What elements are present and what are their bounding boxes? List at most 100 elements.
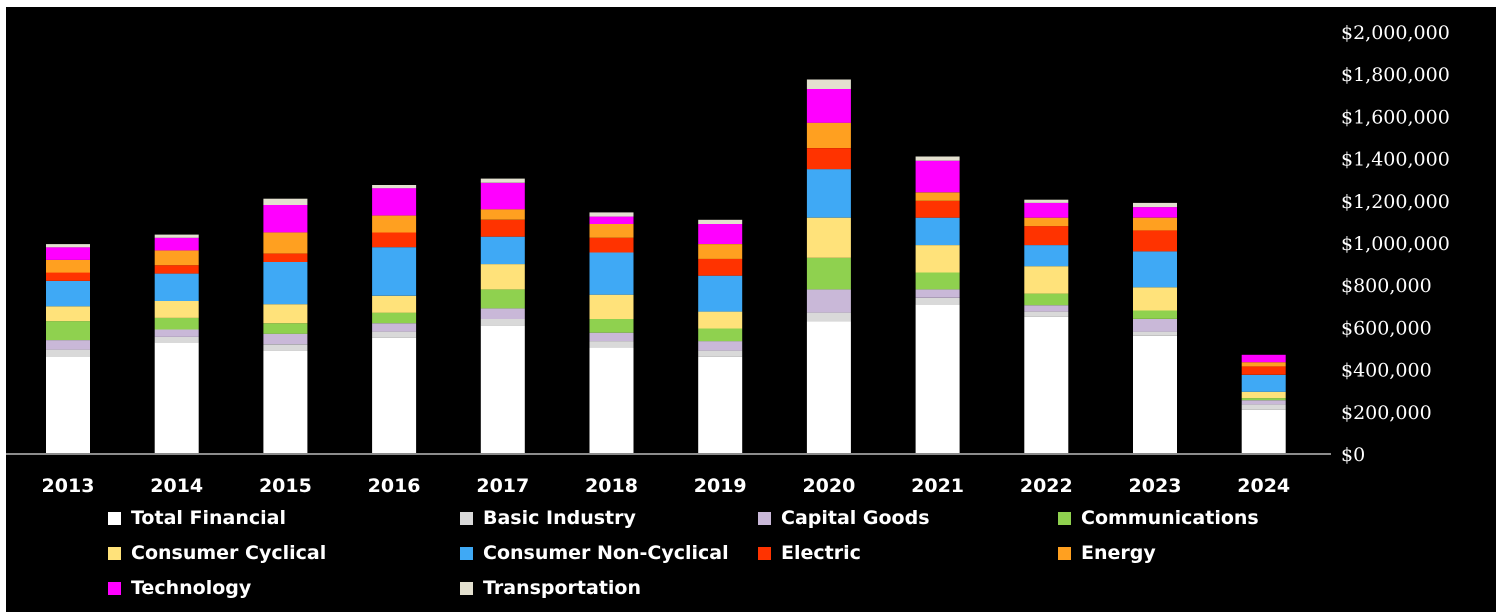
legend-item: Energy	[1058, 542, 1156, 564]
bar-segment-2021-energy	[915, 192, 960, 201]
bar-segment-2022-energy	[1024, 217, 1069, 227]
bar-segment-2020-capital-goods	[806, 289, 851, 313]
legend-label: Transportation	[483, 577, 642, 599]
bar-segment-2016-basic-industry	[372, 331, 417, 338]
bar-segment-2023-total-financial	[1133, 335, 1177, 454]
bar-segment-2013-communications	[46, 321, 90, 341]
bar-segment-2020-total-financial	[806, 321, 851, 454]
bar-segment-2023-consumer-non-cyclical	[1133, 251, 1177, 288]
bar-segment-2021-consumer-non-cyclical	[915, 217, 960, 246]
legend-swatch	[460, 546, 473, 560]
bar-segment-2016-consumer-non-cyclical	[372, 247, 417, 296]
bar-segment-2017-total-financial	[480, 325, 525, 454]
bars-group	[46, 79, 1286, 454]
bar-segment-2024-electric	[1241, 366, 1286, 375]
bar-segment-2013-basic-industry	[46, 349, 90, 357]
bar-segment-2024-consumer-non-cyclical	[1241, 374, 1286, 392]
bar-segment-2013-electric	[46, 272, 90, 281]
legend-swatch	[1058, 546, 1071, 560]
bar-segment-2024-energy	[1241, 362, 1286, 367]
bar-segment-2021-basic-industry	[915, 297, 960, 305]
y-tick-label: $1,800,000	[1341, 64, 1450, 86]
bar-segment-2018-basic-industry	[589, 341, 634, 348]
legend-label: Technology	[131, 577, 252, 599]
legend-label: Electric	[781, 542, 861, 564]
y-tick-label: $0	[1341, 444, 1365, 466]
bar-segment-2017-capital-goods	[480, 308, 525, 319]
bar-segment-2017-energy	[480, 209, 525, 220]
x-tick-label: 2018	[585, 475, 638, 497]
bar-segment-2023-capital-goods	[1133, 319, 1177, 332]
legend-item: Communications	[1058, 507, 1259, 529]
legend-swatch	[758, 546, 771, 560]
stacked-bar-chart: 2013 2014 2015 2016 2017 2018 2019 2020 2021 2022…	[6, 22, 1450, 497]
bar-segment-2016-total-financial	[372, 337, 417, 454]
bar-segment-2020-energy	[806, 122, 851, 148]
bar-segment-2015-basic-industry	[263, 344, 308, 351]
legend-swatch	[1058, 511, 1071, 525]
legend-label: Basic Industry	[483, 507, 636, 529]
legend-item: Basic Industry	[460, 507, 636, 529]
bar-segment-2016-consumer-cyclical	[372, 295, 417, 313]
bar-segment-2022-transportation	[1024, 199, 1069, 203]
bar-segment-2023-electric	[1133, 230, 1177, 252]
bar-segment-2015-capital-goods	[263, 333, 308, 345]
legend-label: Consumer Cyclical	[131, 542, 327, 564]
bar-segment-2016-energy	[372, 215, 417, 233]
bar-segment-2023-transportation	[1133, 202, 1177, 208]
bar-segment-2018-energy	[589, 224, 634, 238]
bar-segment-2020-electric	[806, 148, 851, 170]
bar-segment-2021-consumer-cyclical	[915, 245, 960, 273]
bar-segment-2023-communications	[1133, 310, 1177, 319]
bar-segment-2017-basic-industry	[480, 319, 525, 326]
legend-item: Consumer Non-Cyclical	[460, 542, 729, 564]
bar-segment-2014-consumer-non-cyclical	[154, 273, 199, 301]
bar-segment-2015-electric	[263, 253, 308, 262]
legend-label: Communications	[1081, 507, 1259, 529]
y-tick-labels: $0 $200,000 $400,000 $600,000 $800,000 $1,000…	[1341, 22, 1450, 466]
x-tick-label: 2021	[911, 475, 964, 497]
bar-segment-2016-electric	[372, 232, 417, 248]
bar-segment-2017-transportation	[480, 178, 525, 183]
bar-segment-2024-capital-goods	[1241, 400, 1286, 405]
bar-segment-2015-energy	[263, 232, 308, 254]
bar-segment-2021-electric	[915, 200, 960, 218]
bar-segment-2014-capital-goods	[154, 329, 199, 337]
bar-segment-2018-technology	[589, 216, 634, 224]
bar-segment-2022-total-financial	[1024, 316, 1069, 454]
legend-swatch	[108, 546, 121, 560]
bar-segment-2022-technology	[1024, 202, 1069, 218]
chart-frame: 2013 2014 2015 2016 2017 2018 2019 2020 2021 2022…	[6, 7, 1499, 612]
bar-segment-2022-basic-industry	[1024, 311, 1069, 317]
bar-segment-2018-consumer-cyclical	[589, 294, 634, 319]
bar-segment-2020-consumer-cyclical	[806, 217, 851, 258]
bar-segment-2019-basic-industry	[698, 350, 743, 357]
y-tick-label: $200,000	[1341, 402, 1432, 424]
bar-segment-2016-technology	[372, 188, 417, 216]
bar-segment-2024-technology	[1241, 354, 1286, 363]
bar-segment-2015-transportation	[263, 198, 308, 205]
y-tick-label: $1,000,000	[1341, 233, 1450, 255]
legend-swatch	[460, 511, 473, 525]
bar-segment-2015-communications	[263, 323, 308, 334]
bar-segment-2021-transportation	[915, 156, 960, 161]
x-tick-label: 2013	[42, 475, 95, 497]
legend-item: Technology	[108, 577, 251, 599]
bar-segment-2020-communications	[806, 257, 851, 290]
bar-segment-2020-technology	[806, 89, 851, 123]
bar-segment-2018-total-financial	[589, 347, 634, 454]
bar-segment-2018-consumer-non-cyclical	[589, 252, 634, 295]
y-tick-label: $400,000	[1341, 360, 1432, 382]
bar-segment-2013-total-financial	[46, 356, 90, 454]
bar-segment-2018-communications	[589, 319, 634, 333]
bar-segment-2018-capital-goods	[589, 332, 634, 342]
bar-segment-2017-technology	[480, 182, 525, 210]
bar-segment-2019-communications	[698, 328, 743, 342]
bar-segment-2024-total-financial	[1241, 409, 1286, 454]
bar-segment-2023-basic-industry	[1133, 331, 1177, 336]
bar-segment-2020-basic-industry	[806, 312, 851, 321]
y-tick-label: $1,400,000	[1341, 149, 1450, 171]
x-tick-label: 2017	[476, 475, 529, 497]
y-tick-label: $800,000	[1341, 275, 1432, 297]
x-tick-label: 2019	[694, 475, 747, 497]
